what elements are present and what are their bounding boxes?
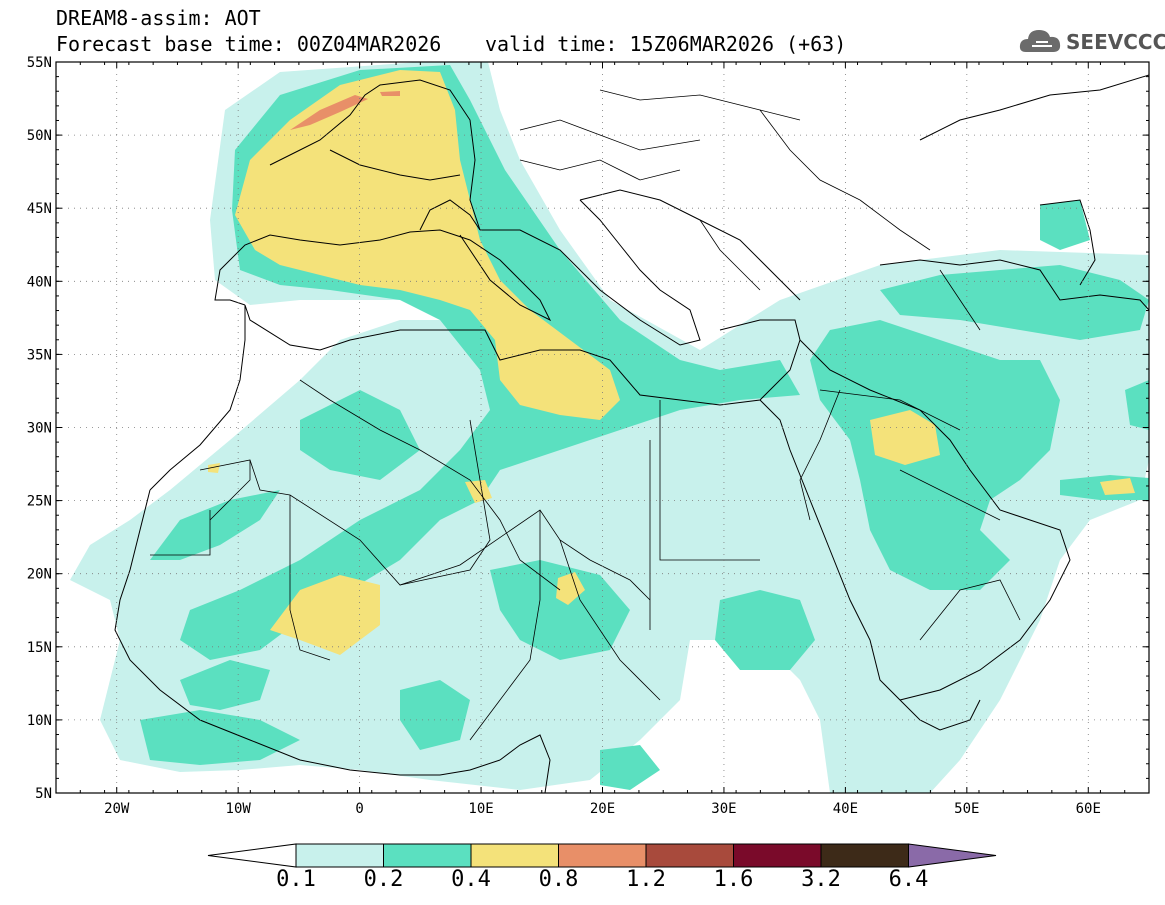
colorbar-label: 1.6 [713, 867, 754, 892]
lat-label: 15N [27, 640, 52, 656]
country-borders [150, 89, 1021, 741]
lat-label: 45N [27, 201, 52, 217]
lon-label: 40E [833, 801, 858, 817]
colorbar-bin [470, 843, 559, 868]
lon-label: 0 [355, 801, 363, 817]
colorbar-bin [383, 843, 472, 868]
seevccc-logo: SEEVCCC [1018, 24, 1165, 58]
lat-label: 55N [27, 55, 52, 71]
lat-label: 10N [27, 713, 52, 729]
lat-label: 35N [27, 347, 52, 363]
aot-0.4-0.8-layer [208, 70, 1135, 655]
colorbar-label: 3.2 [801, 867, 841, 892]
lon-label: 50E [954, 801, 979, 817]
colorbar-bin [733, 843, 822, 868]
map-grid [56, 62, 1149, 793]
colorbar-label: 0.8 [538, 867, 579, 892]
colorbar-bin [820, 843, 909, 868]
lon-label: 10W [226, 801, 252, 817]
colorbar-label: 1.2 [626, 867, 666, 892]
colorbar-label: 0.2 [363, 867, 404, 892]
lat-label: 30N [27, 421, 52, 437]
colorbar-label: 6.4 [888, 867, 929, 892]
lat-label: 50N [27, 128, 52, 144]
colorbar-min-arrow [207, 843, 297, 868]
lon-label: 20E [590, 801, 615, 817]
lon-label: 20W [104, 801, 130, 817]
lon-label: 60E [1076, 801, 1101, 817]
latitude-labels: 55N 50N 45N 40N 35N 30N 25N 20N 15N 10N 5N [27, 55, 52, 802]
lat-label: 5N [35, 786, 52, 802]
aot-0.8-1.2-layer [290, 91, 400, 130]
colorbar-label: 0.1 [276, 867, 316, 892]
forecast-base-time: Forecast base time: 00Z04MAR2026 [56, 32, 442, 56]
valid-time: valid time: 15Z06MAR2026 (+63) [485, 32, 847, 56]
longitude-labels: 20W 10W 0 10E 20E 30E 40E 50E 60E [104, 801, 1101, 817]
logo-text: SEEVCCC [1066, 30, 1165, 54]
colorbar-max-arrow [908, 843, 997, 868]
coastlines [114, 74, 1149, 793]
cloud-icon [1019, 30, 1061, 52]
colorbar-bin [558, 843, 647, 868]
lat-label: 20N [27, 567, 52, 583]
lat-label: 40N [27, 274, 52, 290]
lon-label: 30E [711, 801, 736, 817]
colorbar-bin [295, 843, 384, 868]
colorbar [207, 843, 997, 868]
colorbar-bin [645, 843, 734, 868]
axis-ticks [55, 61, 1150, 794]
colorbar-label: 0.4 [451, 867, 491, 892]
lon-label: 10E [468, 801, 493, 817]
map-title: DREAM8-assim: AOT [56, 6, 261, 30]
lat-label: 25N [27, 494, 52, 510]
